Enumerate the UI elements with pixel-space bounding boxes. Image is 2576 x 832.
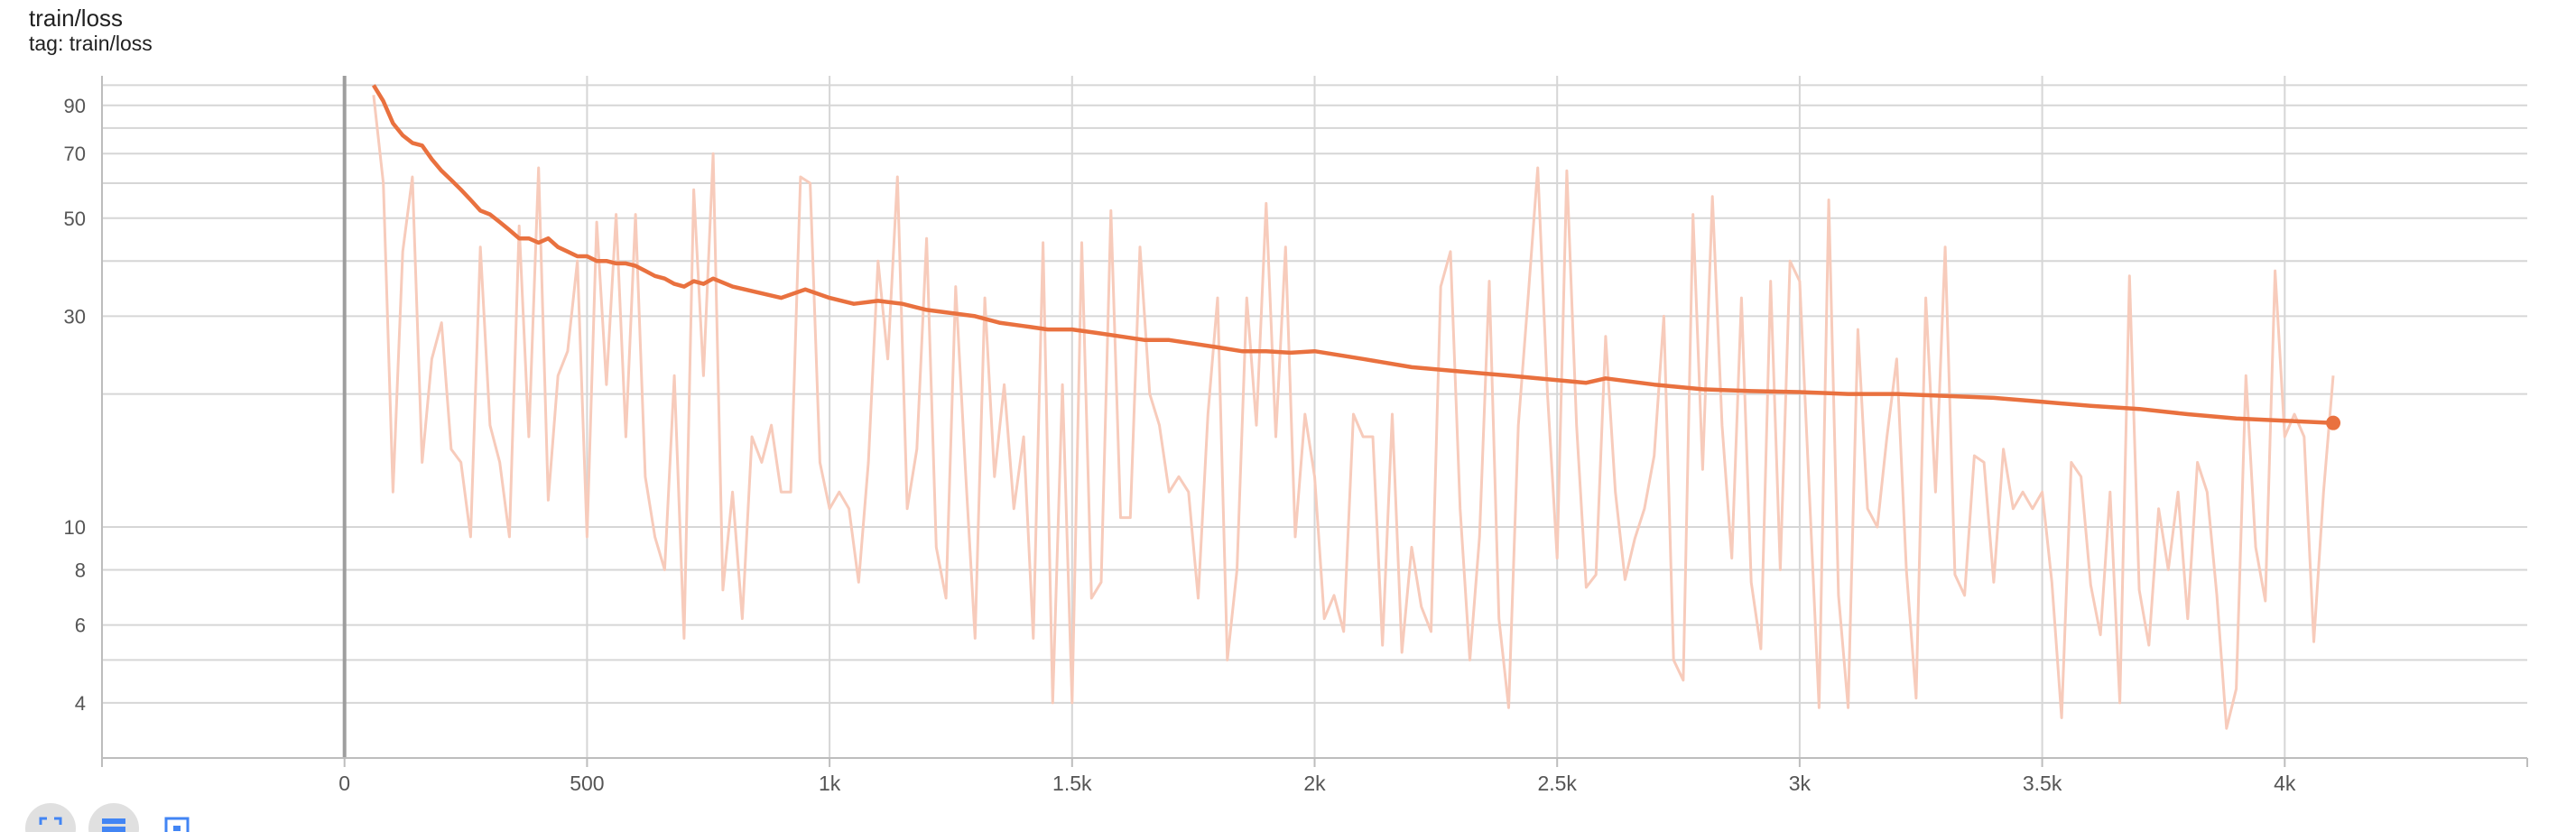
- chart-toolbar: [25, 798, 206, 832]
- x-tick-label: 1.5k: [1052, 772, 1092, 795]
- y-tick-label: 6: [75, 615, 86, 637]
- x-tick-label: 4k: [2274, 772, 2296, 795]
- smoothed-loss-line: [371, 84, 2334, 425]
- last-point-marker[interactable]: [2326, 415, 2341, 430]
- x-tick-label: 500: [570, 772, 604, 795]
- axes: [101, 76, 2528, 767]
- fullscreen-icon: [39, 817, 62, 832]
- smoothed-series: [371, 84, 2341, 430]
- y-tick-label: 50: [64, 208, 86, 230]
- raw-series: [372, 95, 2335, 730]
- chart-title: train/loss: [29, 5, 124, 32]
- loss-chart[interactable]: 4 6 8 10 30 50 70 90 0 500 1k 1.5k 2k 2.5k 3k 3.5k 4k: [0, 0, 2576, 812]
- chart-subtitle: tag: train/loss: [29, 32, 153, 55]
- grid-lines: [102, 76, 2527, 758]
- raw-loss-line: [372, 95, 2335, 730]
- y-axis-ticks: 4 6 8 10 30 50 70 90: [64, 95, 86, 715]
- toggle-log-scale-button[interactable]: [88, 803, 139, 832]
- y-tick-label: 70: [64, 143, 86, 165]
- x-tick-label: 3k: [1789, 772, 1812, 795]
- toggle-log-scale-icon: [102, 818, 125, 832]
- y-tick-label: 10: [64, 516, 86, 539]
- x-tick-label: 3.5k: [2023, 772, 2062, 795]
- x-axis-ticks: 0 500 1k 1.5k 2k 2.5k 3k 3.5k 4k: [338, 772, 2296, 795]
- x-tick-label: 1k: [819, 772, 841, 795]
- fullscreen-button[interactable]: [25, 803, 76, 832]
- x-tick-label: 2.5k: [1537, 772, 1577, 795]
- y-tick-label: 30: [64, 305, 86, 328]
- x-tick-label: 0: [338, 772, 350, 795]
- fit-domain-button[interactable]: [152, 803, 202, 832]
- y-tick-label: 90: [64, 95, 86, 117]
- y-tick-label: 4: [75, 692, 86, 715]
- x-tick-label: 2k: [1303, 772, 1326, 795]
- fit-domain-icon: [164, 817, 190, 832]
- y-tick-label: 8: [75, 559, 86, 581]
